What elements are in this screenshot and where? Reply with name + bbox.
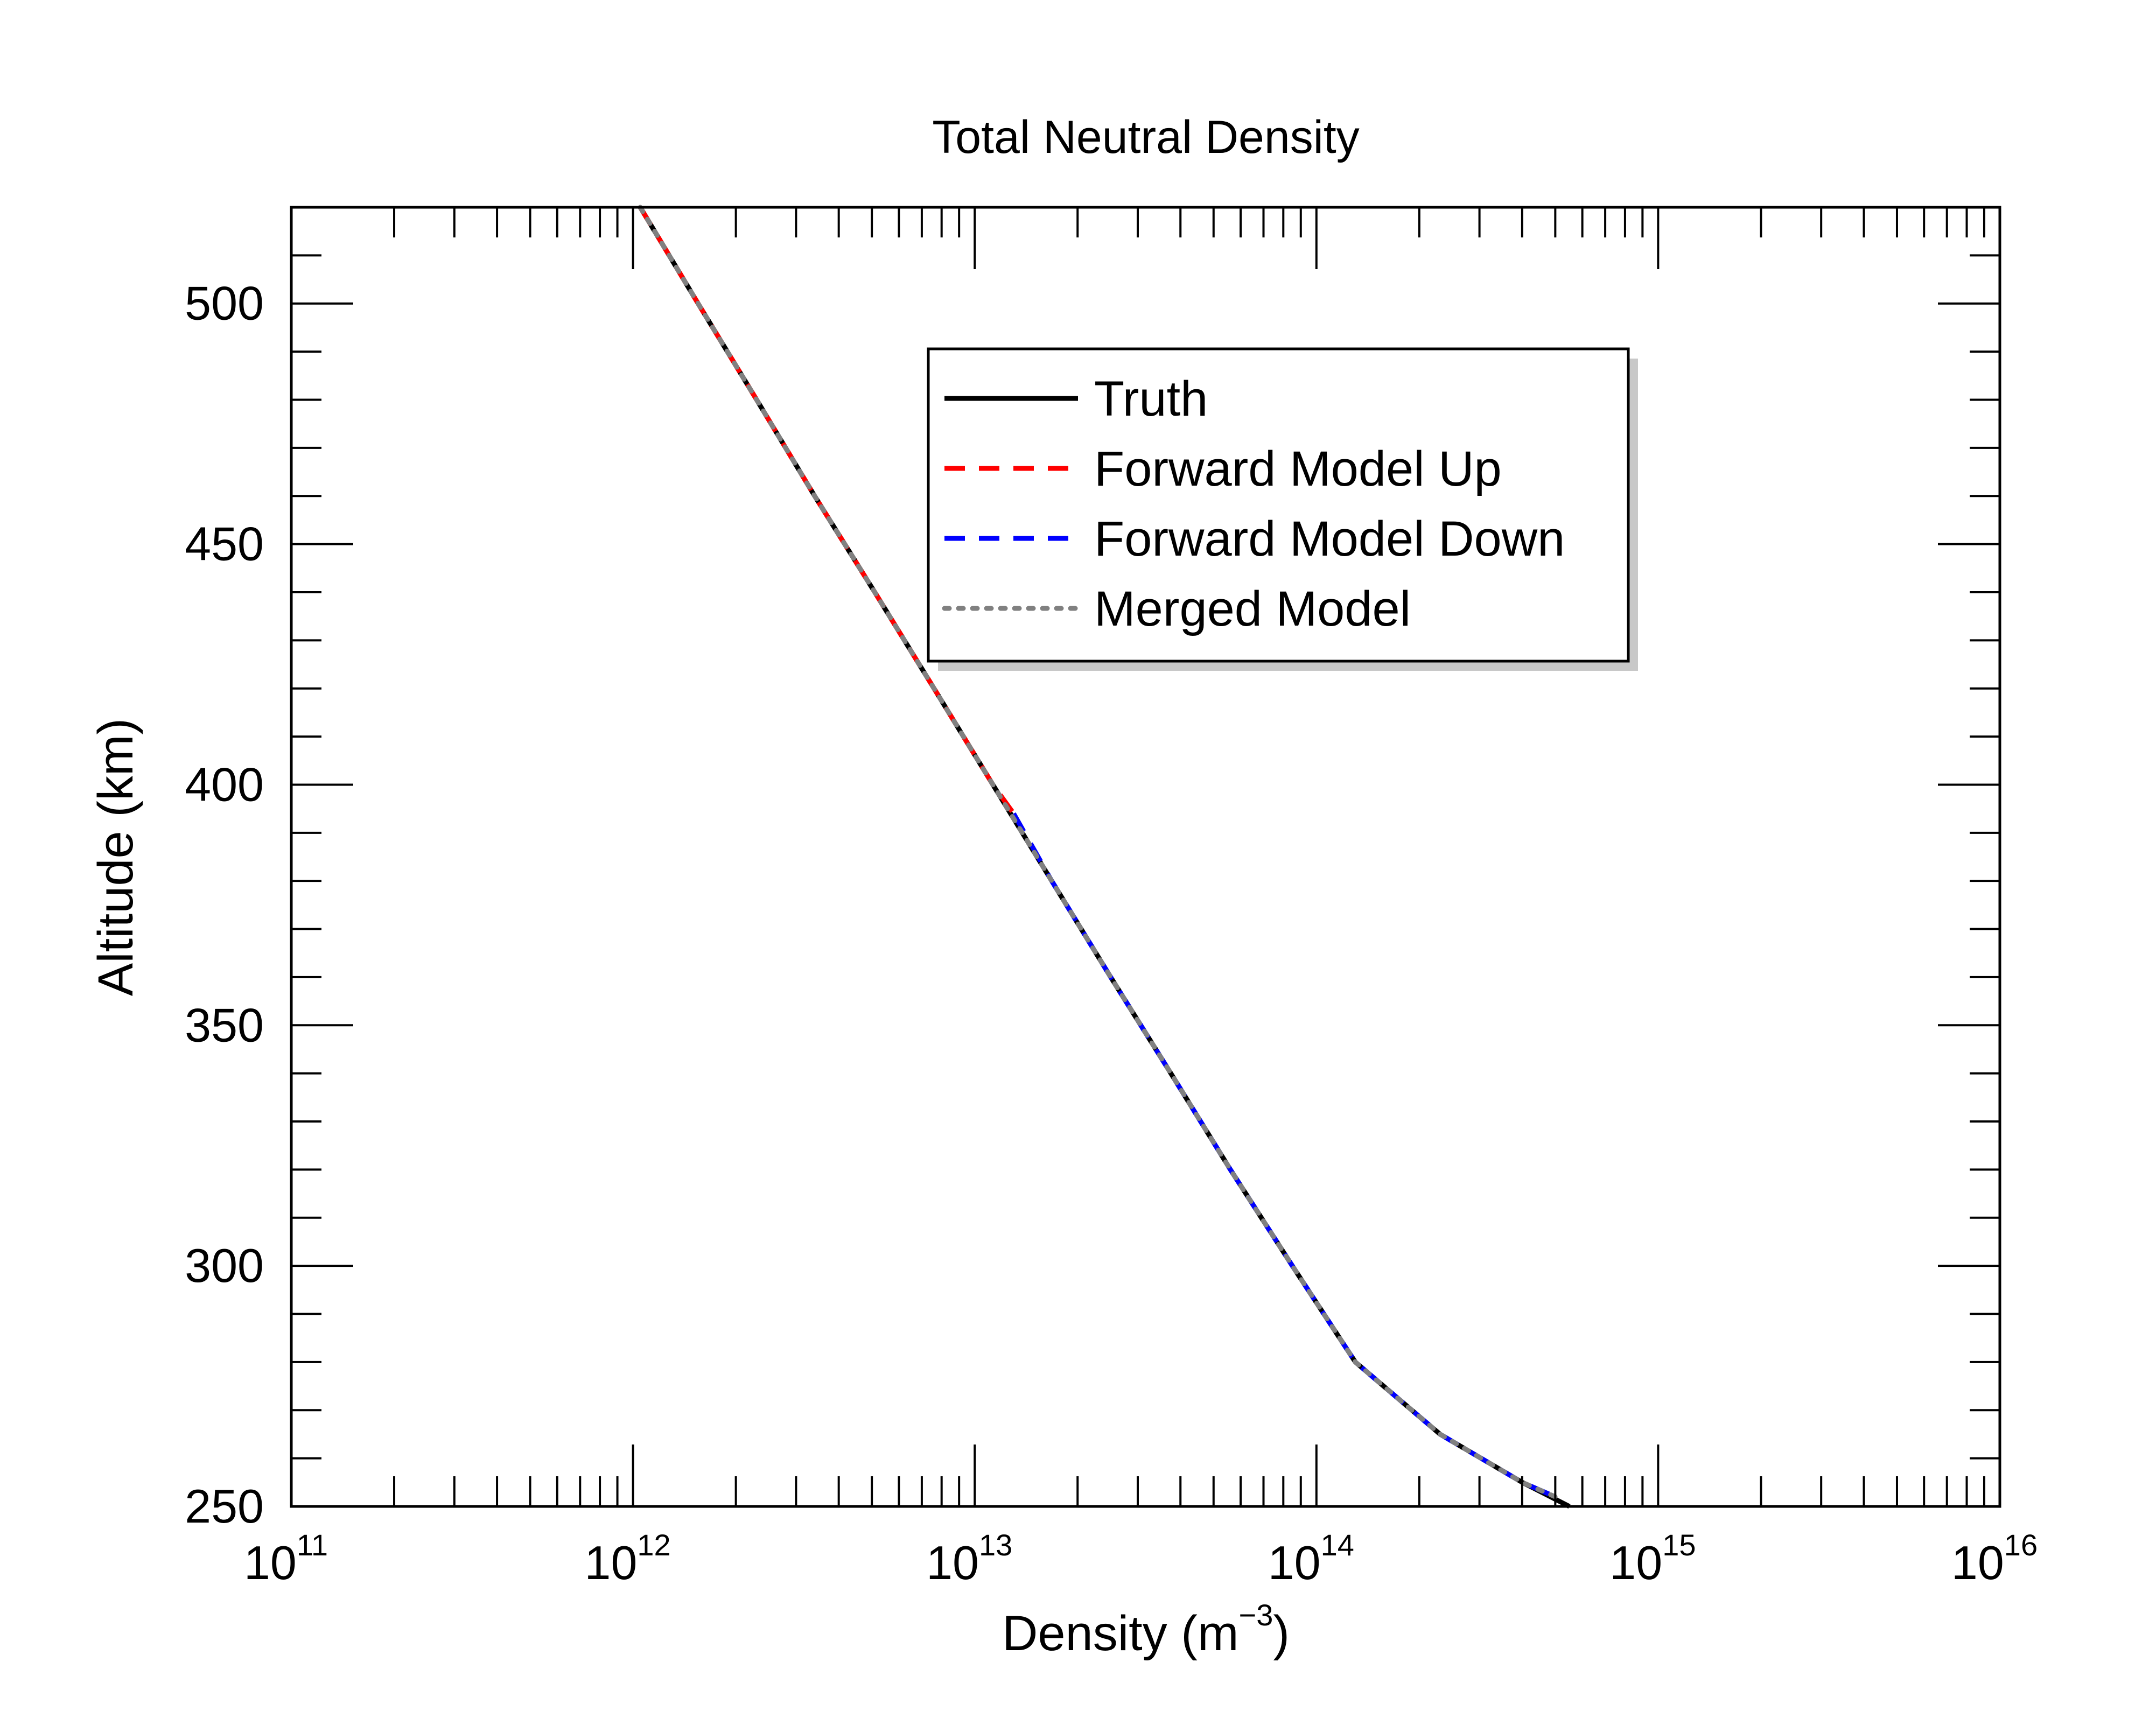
x-tick-label-base: 10 — [1609, 1536, 1662, 1589]
x-tick-label-base: 10 — [244, 1536, 297, 1589]
series-layer — [638, 205, 1571, 1509]
x-tick-label-exponent: 13 — [979, 1528, 1012, 1562]
y-tick-label: 450 — [185, 517, 264, 571]
y-tick-label: 350 — [185, 998, 264, 1051]
x-tick-label: 1011 — [244, 1528, 328, 1589]
legend-label-merged-model: Merged Model — [1094, 581, 1411, 636]
y-tick-label: 500 — [185, 277, 264, 330]
chart-title: Total Neutral Density — [932, 111, 1359, 163]
x-tick-label-exponent: 16 — [2004, 1528, 2038, 1562]
y-axis-label: Altitude (km) — [88, 718, 143, 996]
x-tick-label-base: 10 — [1951, 1536, 2004, 1589]
x-tick-label-exponent: 12 — [637, 1528, 670, 1562]
x-tick-label: 1015 — [1609, 1528, 1696, 1589]
x-tick-label: 1012 — [585, 1528, 671, 1589]
legend-label-forward-model-up: Forward Model Up — [1094, 441, 1502, 496]
x-axis-label-exponent: −3 — [1239, 1598, 1273, 1632]
y-tick-label: 300 — [185, 1239, 264, 1292]
x-axis-label-end: ) — [1273, 1606, 1290, 1661]
x-tick-label: 1014 — [1268, 1528, 1354, 1589]
x-tick-label-exponent: 11 — [297, 1528, 328, 1562]
x-tick-label-base: 10 — [926, 1536, 979, 1589]
x-tick-label: 1013 — [926, 1528, 1012, 1589]
legend-label-forward-model-down: Forward Model Down — [1094, 511, 1565, 566]
legend: Truth Forward Model Up Forward Model Down M… — [927, 347, 1638, 671]
series-line-merged-model — [638, 205, 1558, 1499]
legend-label-truth: Truth — [1094, 371, 1208, 426]
plot-frame — [290, 206, 2001, 1508]
x-tick-label-base: 10 — [585, 1536, 638, 1589]
x-tick-label-base: 10 — [1268, 1536, 1321, 1589]
x-axis-label: Density (m−3) — [1002, 1598, 1290, 1661]
y-tick-label: 250 — [185, 1479, 264, 1533]
x-tick-label: 1016 — [1951, 1528, 2038, 1589]
y-tick-label: 400 — [185, 758, 264, 811]
x-axis-label-main: Density (m — [1002, 1606, 1239, 1661]
series-line-forward-model-down — [1011, 812, 1557, 1499]
x-tick-label-exponent: 14 — [1321, 1528, 1354, 1562]
x-tick-label-exponent: 15 — [1662, 1528, 1696, 1562]
